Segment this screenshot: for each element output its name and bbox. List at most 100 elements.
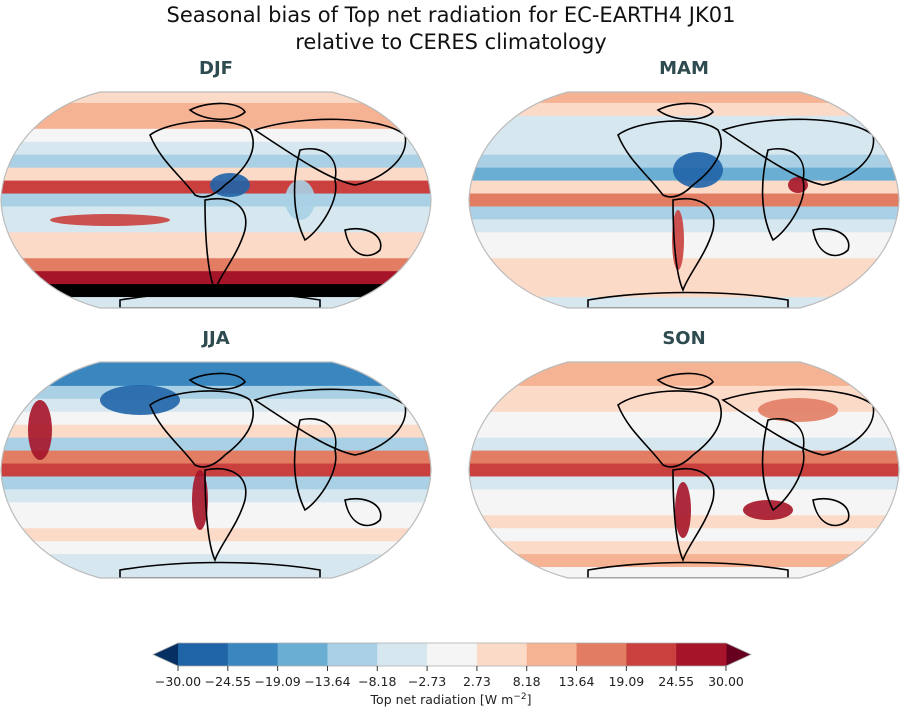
bias-band [1, 567, 431, 578]
bias-region [50, 214, 170, 226]
bias-band [1, 362, 431, 374]
bias-band [1, 476, 431, 491]
figure-title-line-2: relative to CERES climatology [295, 30, 607, 54]
bias-band [1, 450, 431, 465]
colorbar-label: Top net radiation [W m−2] [370, 692, 532, 707]
bias-band [469, 362, 899, 374]
coastline [672, 468, 715, 563]
coastline [119, 561, 321, 578]
coastline [253, 118, 407, 186]
bias-band [1, 92, 431, 104]
bias-band [469, 554, 899, 569]
bias-band [469, 245, 899, 260]
bias-band [469, 424, 899, 439]
bias-band [1, 284, 431, 299]
bias-band [469, 541, 899, 556]
bias-band [469, 297, 899, 308]
panel-title-mam: MAM [659, 58, 709, 79]
coastline [344, 228, 382, 257]
map-son [468, 361, 900, 579]
bias-band [469, 92, 899, 104]
bias-band [469, 258, 899, 273]
colorbar-segment [576, 643, 627, 666]
figure-title-line-1: Seasonal bias of Top net radiation for E… [166, 3, 736, 27]
coastline [761, 148, 805, 242]
bias-band [1, 258, 431, 273]
bias-band [1, 271, 431, 286]
colorbar-tick-label: −2.73 [408, 674, 446, 689]
bias-band [1, 372, 431, 387]
bias-band [1, 297, 431, 308]
bias-band [1, 398, 431, 413]
bias-band [1, 411, 431, 426]
bias-band [469, 206, 899, 221]
bias-band [1, 167, 431, 182]
bias-band [1, 232, 431, 247]
coastline [812, 498, 850, 527]
colorbar-tick-label: 13.64 [559, 674, 595, 689]
coastline [721, 118, 875, 186]
colorbar-segment [277, 643, 328, 666]
bias-region [192, 470, 208, 530]
bias-band [469, 437, 899, 452]
map-boundary [468, 361, 900, 579]
bias-band [469, 115, 899, 130]
coastline [587, 561, 789, 578]
bias-band [469, 463, 899, 478]
colorbar-segment [377, 643, 428, 666]
colorbar-tick-label: −24.55 [205, 674, 251, 689]
coastline [149, 390, 254, 468]
colorbar-segment [476, 643, 528, 666]
bias-band [469, 450, 899, 465]
colorbar-extend-high [726, 643, 751, 666]
map-mam [468, 91, 900, 309]
coastline [587, 291, 789, 308]
colorbar: −30.00 −24.55 −19.09 −13.64 −8.18 −2.73 2.73 8.… [152, 642, 752, 707]
bias-region [675, 482, 691, 538]
bias-band [469, 385, 899, 400]
coastline [119, 291, 321, 308]
bias-band [1, 489, 431, 504]
colorbar-segment [327, 643, 378, 666]
colorbar-segment [227, 643, 279, 666]
coastline [204, 468, 247, 563]
bias-band [1, 541, 431, 556]
colorbar-segment [626, 643, 677, 666]
bias-band [1, 502, 431, 517]
colorbar-tick-label: 2.73 [463, 674, 491, 689]
coastline [188, 372, 246, 391]
bias-region [673, 152, 723, 188]
bias-region [210, 173, 250, 197]
colorbar-tick-label: −13.64 [304, 674, 350, 689]
panel-title-jja: JJA [202, 328, 230, 349]
bias-band [1, 245, 431, 260]
bias-band [469, 271, 899, 286]
coastline [188, 102, 246, 121]
coastline [293, 418, 337, 512]
map-jja [0, 361, 432, 579]
coastline [761, 418, 805, 512]
bias-region [743, 500, 793, 520]
coastline [204, 198, 247, 293]
bias-band [1, 515, 431, 530]
panel-title-djf: DJF [199, 58, 233, 79]
coastline [293, 148, 337, 242]
coastline [253, 388, 407, 456]
coastline [812, 228, 850, 257]
bias-band [1, 141, 431, 156]
map-boundary [468, 91, 900, 309]
bias-band [469, 141, 899, 156]
bias-band [469, 567, 899, 578]
bias-band [1, 424, 431, 439]
map-boundary [0, 361, 432, 579]
coastline [149, 120, 254, 198]
coastline [344, 498, 382, 527]
colorbar-tick-label: 19.09 [608, 674, 644, 689]
bias-band [1, 463, 431, 478]
colorbar-tick-label: 8.18 [513, 674, 541, 689]
bias-band [1, 554, 431, 569]
bias-region [758, 398, 838, 422]
colorbar-tick-label: −8.18 [358, 674, 396, 689]
coastline [617, 120, 722, 198]
colorbar-tick-label: −30.00 [155, 674, 201, 689]
